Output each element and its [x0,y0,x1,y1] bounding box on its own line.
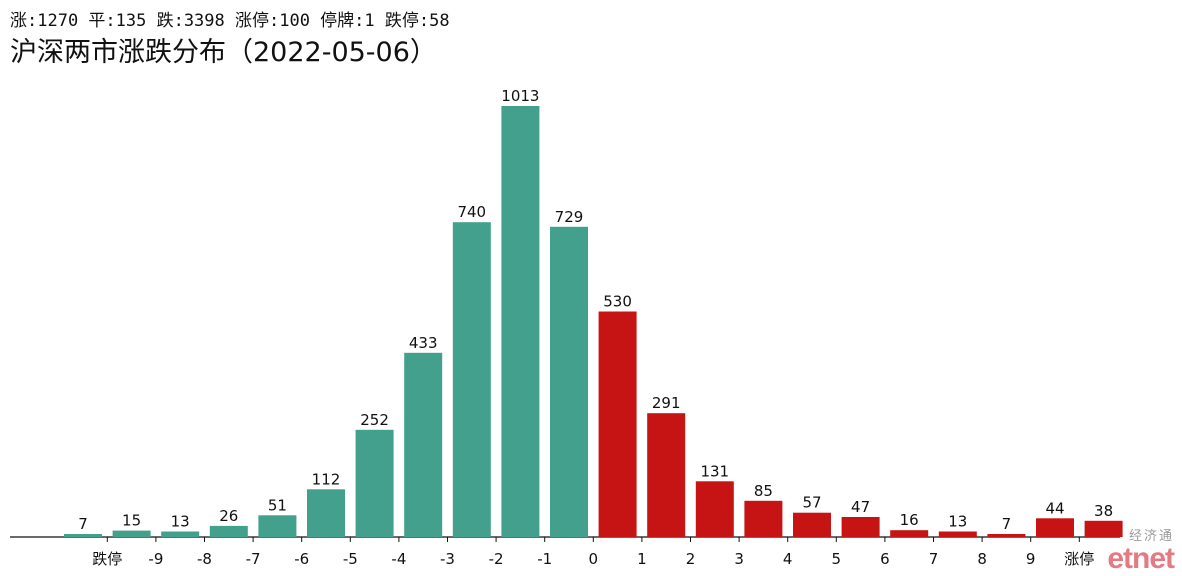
bar-17 [890,530,929,537]
bar-value-label-9: 1013 [501,87,539,105]
chart-title: 沪深两市涨跌分布（2022-05-06） [10,37,437,68]
x-tick-label-15: 5 [832,550,842,568]
bar-value-label-14: 85 [754,482,773,500]
x-tick-label-10: 0 [589,550,599,568]
bar-value-label-15: 57 [802,494,821,512]
x-tick-label-8: -2 [489,550,504,568]
x-tick-label-12: 2 [686,550,696,568]
bar-value-label-10: 729 [555,208,584,226]
bar-20 [1036,518,1074,537]
bar-value-label-12: 291 [652,394,681,412]
bar-value-label-6: 252 [360,411,389,429]
bar-1 [112,530,151,537]
bar-value-label-2: 13 [171,513,190,531]
etnet-watermark: 经济通 etnet [1107,529,1175,575]
bar-3 [209,525,248,537]
bar-16 [841,517,880,537]
bar-value-label-5: 112 [312,470,341,488]
x-tick-label-0: 跌停 [92,550,122,568]
x-tick-label-7: -3 [440,550,455,568]
bar-9 [501,106,540,537]
bar-value-label-21: 38 [1094,502,1113,520]
bar-8 [452,222,491,537]
bar-value-label-7: 433 [409,334,438,352]
bar-4 [258,515,297,537]
bar-value-label-4: 51 [268,496,287,514]
bar-value-label-18: 13 [948,513,967,531]
bar-value-label-0: 7 [78,515,88,533]
bar-value-label-8: 740 [457,203,486,221]
etnet-logo: etnet [1107,542,1175,575]
bar-18 [938,531,977,537]
x-tick-label-6: -4 [391,550,406,568]
bar-value-label-13: 131 [700,462,729,480]
x-tick-label-16: 6 [880,550,890,568]
bar-14 [744,500,783,537]
bar-value-label-19: 7 [1002,515,1012,533]
bar-11 [598,311,637,537]
watermark-chinese: 经济通 [1128,529,1174,544]
x-tick-label-11: 1 [637,550,647,568]
x-tick-label-18: 8 [977,550,987,568]
bar-0 [64,534,102,537]
bar-12 [647,413,686,537]
x-tick-label-5: -5 [343,550,358,568]
bar-15 [793,512,831,537]
bar-13 [695,481,734,537]
x-tick-label-13: 3 [734,550,744,568]
bar-6 [355,429,394,537]
x-tick-label-2: -8 [197,550,212,568]
bar-2 [161,531,200,537]
x-tick-label-1: -9 [148,550,163,568]
x-tick-label-19: 9 [1026,550,1036,568]
x-tick-label-4: -6 [294,550,309,568]
x-tick-label-14: 4 [783,550,793,568]
bar-value-label-11: 530 [603,293,632,311]
bar-21 [1084,520,1123,537]
market-summary: 涨:1270 平:135 跌:3398 涨停:100 停牌:1 跌停:58 [10,11,450,31]
bar-19 [987,534,1026,537]
bar-value-label-3: 26 [219,507,238,525]
bar-7 [404,352,443,537]
bar-value-label-16: 47 [851,498,870,516]
bar-value-label-17: 16 [900,511,919,529]
bar-value-label-1: 15 [122,512,141,530]
x-tick-label-20: 涨停 [1064,550,1094,568]
x-tick-label-17: 7 [929,550,939,568]
x-tick-label-3: -7 [246,550,261,568]
bar-value-label-20: 44 [1045,499,1064,517]
x-tick-label-9: -1 [537,550,552,568]
bar-10 [550,226,588,538]
bar-5 [307,489,345,537]
